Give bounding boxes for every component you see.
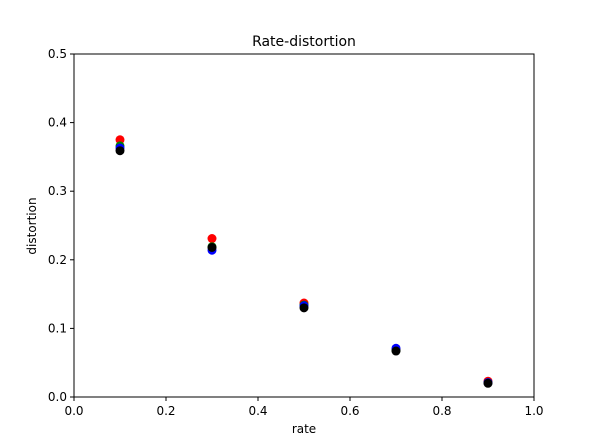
x-axis-label: rate [292, 422, 316, 436]
y-tick-label: 0.1 [48, 321, 67, 335]
plot-background [74, 54, 534, 397]
y-tick-label: 0.2 [48, 253, 67, 267]
x-tick-label: 0.2 [156, 404, 175, 418]
data-point-series-3 [483, 378, 493, 388]
y-axis-ticks: 0.0 0.1 0.2 0.3 0.4 0.5 [48, 47, 74, 404]
x-tick-label: 0.4 [248, 404, 267, 418]
x-axis-ticks: 0.0 0.2 0.4 0.6 0.8 1.0 [64, 397, 544, 418]
x-tick-label: 1.0 [524, 404, 543, 418]
y-tick-label: 0.3 [48, 184, 67, 198]
y-tick-label: 0.5 [48, 47, 67, 61]
data-point-series-0 [115, 135, 125, 145]
data-point-series-3 [207, 242, 217, 252]
plot-area [74, 54, 534, 397]
x-tick-label: 0.0 [64, 404, 83, 418]
data-points [115, 135, 493, 388]
x-tick-label: 0.8 [432, 404, 451, 418]
plot-frame [73, 53, 535, 398]
data-point-series-3 [391, 346, 401, 356]
y-tick-label: 0.0 [48, 390, 67, 404]
data-point-series-3 [115, 146, 125, 156]
x-tick-label: 0.6 [340, 404, 359, 418]
data-point-series-3 [299, 303, 309, 313]
data-point-series-0 [207, 234, 217, 244]
chart-title: Rate-distortion [252, 34, 356, 50]
y-axis-label: distortion [25, 197, 39, 254]
y-tick-label: 0.4 [48, 116, 67, 130]
